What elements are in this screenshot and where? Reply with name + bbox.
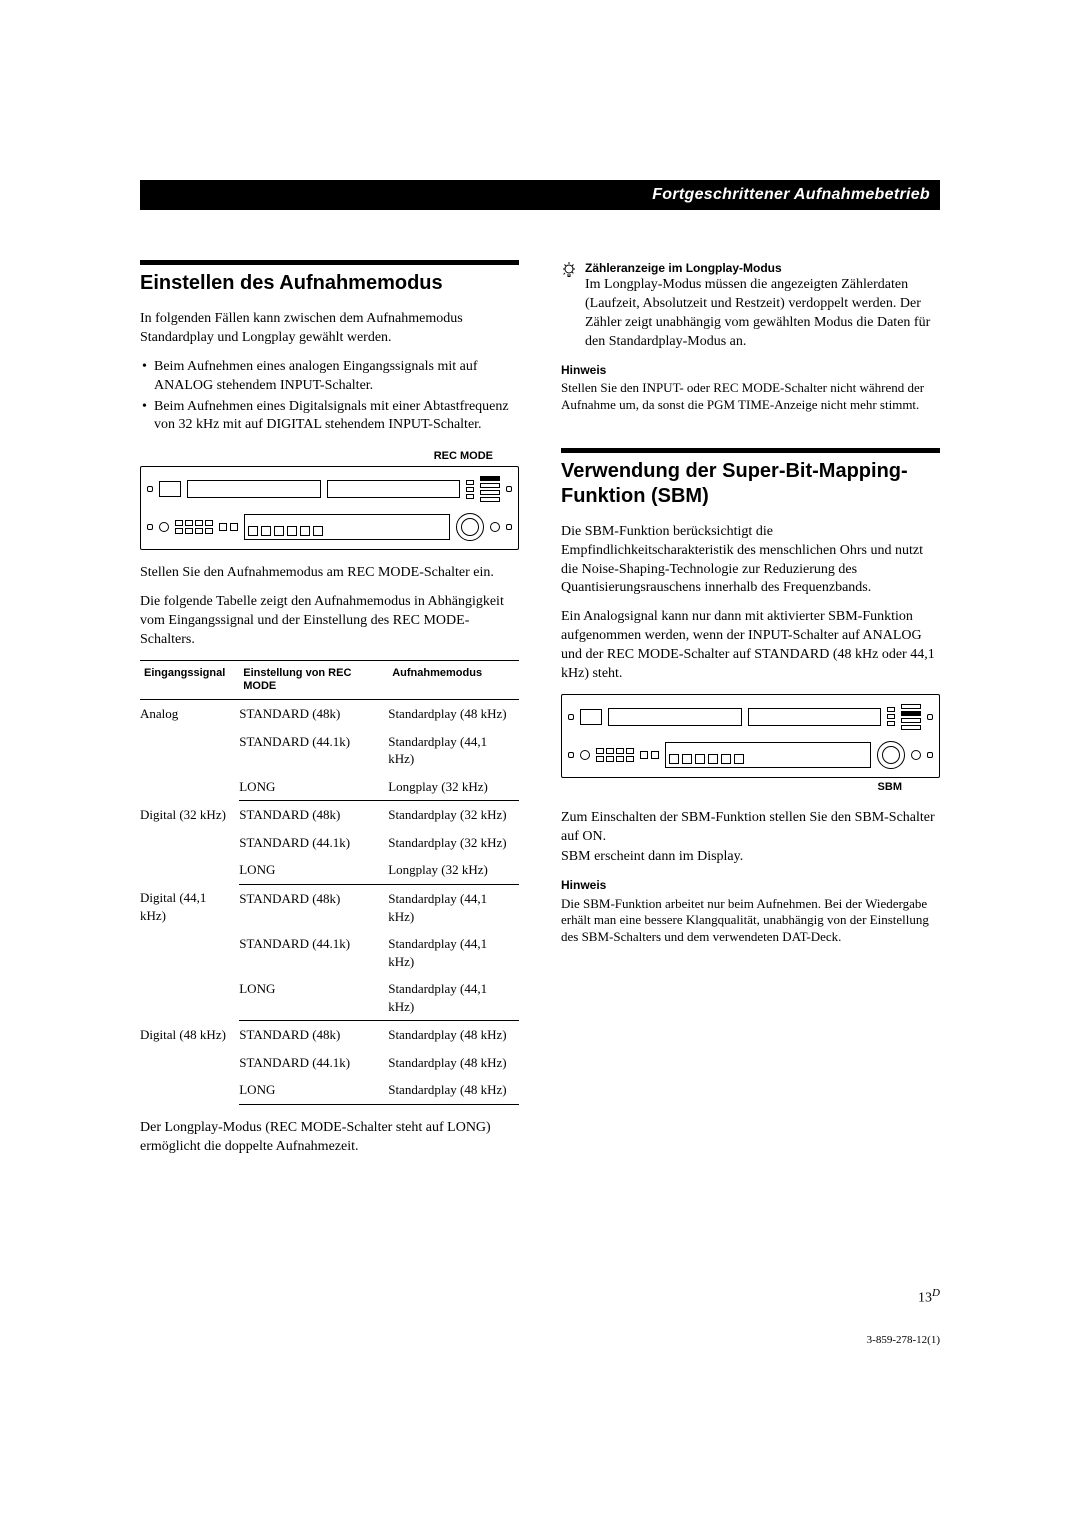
sbm-after-1: Zum Einschalten der SBM-Funktion stellen… [561,809,940,847]
td-setting: LONG [239,975,388,1021]
td-mode: Standardplay (32 kHz) [388,801,519,829]
left-title: Einstellen des Aufnahmemodus [140,271,519,296]
th-signal: Eingangssignal [140,660,239,699]
sbm-after-2: SBM erscheint dann im Display. [561,848,940,867]
section-header: Fortgeschrittener Aufnahmebetrieb [140,180,940,210]
rec-mode-diagram: REC MODE [140,449,519,550]
td-mode: Standardplay (44,1 kHz) [388,930,519,975]
left-intro: In folgenden Fällen kann zwischen dem Au… [140,310,519,348]
td-mode: Standardplay (32 kHz) [388,829,519,857]
th-mode: Aufnahmemodus [388,660,519,699]
sbm-label: SBM [561,780,940,795]
tip-body: Im Longplay-Modus müssen die angezeigten… [585,276,940,352]
title-rule [561,448,940,453]
td-signal: Analog [140,700,239,801]
td-setting: STANDARD (48k) [239,801,388,829]
page-number: 13 [918,1290,932,1305]
tip: Zähleranzeige im Longplay-Modus Im Longp… [561,260,940,352]
td-setting: STANDARD (44.1k) [239,728,388,773]
page-sup: D [932,1287,940,1299]
td-setting: STANDARD (44.1k) [239,829,388,857]
td-signal: Digital (32 kHz) [140,801,239,885]
hinweis-body: Stellen Sie den INPUT- oder REC MODE-Sch… [561,380,940,414]
td-setting: STANDARD (48k) [239,1021,388,1049]
bullet-item: Beim Aufnehmen eines Digitalsignals mit … [140,398,519,436]
bullet-item: Beim Aufnehmen eines analogen Eingangssi… [140,358,519,396]
doc-number: 3-859-278-12(1) [140,1334,940,1346]
td-mode: Longplay (32 kHz) [388,856,519,884]
td-mode: Standardplay (44,1 kHz) [388,975,519,1021]
left-bullets: Beim Aufnehmen eines analogen Eingangssi… [140,358,519,436]
td-mode: Standardplay (44,1 kHz) [388,728,519,773]
td-signal: Digital (48 kHz) [140,1021,239,1105]
sbm-p2: Ein Analogsignal kann nur dann mit aktiv… [561,608,940,684]
page-footer: 13D 3-859-278-12(1) [140,1287,940,1347]
dat-deck-schematic [140,466,519,550]
td-setting: LONG [239,773,388,801]
td-setting: LONG [239,856,388,884]
td-setting: LONG [239,1076,388,1104]
tip-title: Zähleranzeige im Longplay-Modus [585,260,940,276]
td-setting: STANDARD (44.1k) [239,930,388,975]
td-setting: STANDARD (44.1k) [239,1049,388,1077]
td-mode: Standardplay (48 kHz) [388,700,519,728]
right-column: Zähleranzeige im Longplay-Modus Im Longp… [561,260,940,1167]
td-mode: Standardplay (48 kHz) [388,1021,519,1049]
left-column: Einstellen des Aufnahmemodus In folgende… [140,260,519,1167]
dat-deck-schematic [561,694,940,778]
td-signal: Digital (44,1 kHz) [140,884,239,1020]
after-table: Der Longplay-Modus (REC MODE-Schalter st… [140,1119,519,1157]
after-device: Stellen Sie den Aufnahmemodus am REC MOD… [140,564,519,583]
td-setting: STANDARD (48k) [239,700,388,728]
td-mode: Standardplay (44,1 kHz) [388,884,519,930]
tip-icon [561,260,577,352]
table-intro: Die folgende Tabelle zeigt den Aufnahmem… [140,593,519,650]
hinweis-title: Hinweis [561,877,940,893]
rec-mode-label: REC MODE [140,449,519,464]
sbm-p1: Die SBM-Funktion berücksichtigt die Empf… [561,523,940,599]
mode-table: Eingangssignal Einstellung von REC MODE … [140,660,519,1105]
td-mode: Standardplay (48 kHz) [388,1049,519,1077]
th-setting: Einstellung von REC MODE [239,660,388,699]
td-mode: Longplay (32 kHz) [388,773,519,801]
sbm-diagram: SBM [561,694,940,795]
td-mode: Standardplay (48 kHz) [388,1076,519,1104]
td-setting: STANDARD (48k) [239,884,388,930]
right-title: Verwendung der Super-Bit-Mapping-Funktio… [561,459,940,509]
hinweis-title: Hinweis [561,362,940,378]
title-rule [140,260,519,265]
hinweis-body: Die SBM-Funktion arbeitet nur beim Aufne… [561,896,940,947]
